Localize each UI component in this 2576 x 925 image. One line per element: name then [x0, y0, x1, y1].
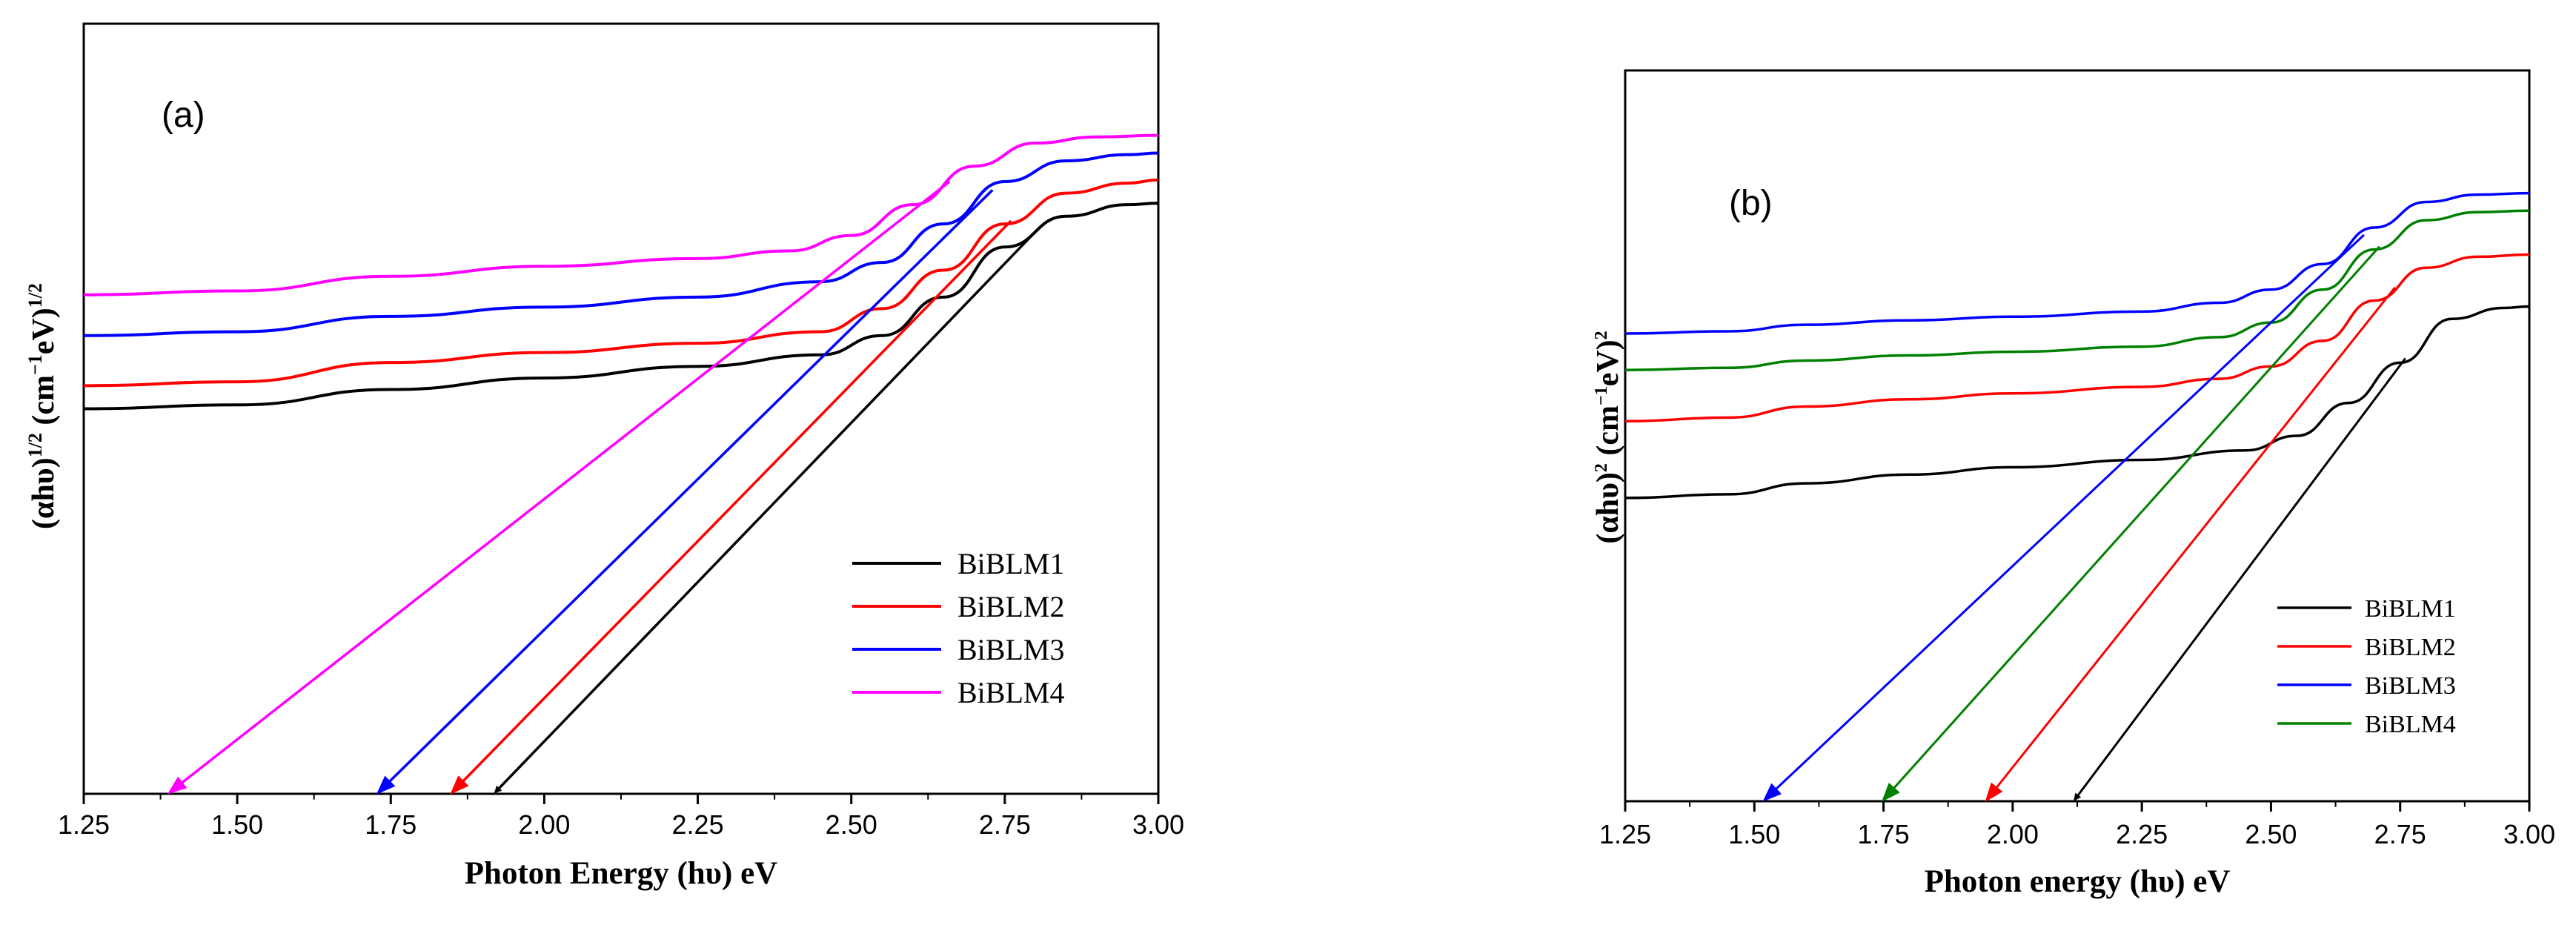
panel-b: 1.25 1.50 1.75 2.00 2.25 2.50 2.75 3.00 (b) Pho…	[1591, 69, 2555, 899]
tangent-arrow-biblm1-a	[494, 231, 1037, 794]
x-tick-label-b: 1.50	[1728, 819, 1780, 849]
x-tick-label-a: 1.75	[365, 809, 416, 840]
series-line-biblm2-a	[83, 178, 1159, 388]
tangents-group-b	[1762, 233, 2406, 803]
legend-label-biblm3-a: BiBLM3	[957, 633, 1064, 666]
tangents-group-a	[167, 180, 1037, 795]
series-line-biblm3-b	[1624, 191, 2530, 335]
x-axis-b	[1624, 801, 2531, 812]
x-tick-label-a: 2.25	[672, 809, 724, 840]
x-tick-label-a: 1.25	[58, 809, 110, 840]
y-label-unit2-b: eV)	[1591, 339, 1625, 386]
y-label-exp3-a: 1/2	[24, 283, 46, 308]
tangent-arrow-biblm2-a	[450, 219, 1012, 795]
legend-label-biblm2-b: BiBLM2	[2365, 634, 2456, 661]
x-tick-label-b: 2.25	[2116, 819, 2168, 849]
legend-label-biblm1-a: BiBLM1	[957, 547, 1064, 580]
y-label-exp2-b: −1	[1592, 386, 1611, 405]
x-tick-label-b: 2.50	[2245, 819, 2297, 849]
tangent-arrow-biblm1-b	[2074, 357, 2406, 801]
x-axis-label-b: Photon energy (hυ) eV	[1925, 864, 2231, 899]
x-tick-label-a: 1.50	[211, 809, 263, 840]
tangent-arrow-biblm2-b	[1985, 286, 2396, 803]
series-line-biblm4-b	[1624, 209, 2530, 372]
legend-label-biblm3-b: BiBLM3	[2365, 672, 2456, 700]
y-axis-label-b: (αhυ)2 (cm−1eV)2	[1591, 331, 1625, 543]
tangent-arrow-biblm3-b	[1762, 233, 2365, 802]
series-group-b	[1624, 191, 2530, 500]
series-line-biblm4-a	[83, 133, 1159, 296]
x-axis-a	[82, 794, 1160, 804]
panel-a: 1.25 1.50 1.75 2.00 2.25 2.50 2.75 3.00 (a) Pho…	[24, 22, 1184, 891]
legend-label-biblm1-b: BiBLM1	[2365, 595, 2456, 623]
y-label-unit-b: (cm	[1591, 405, 1625, 463]
y-label-base-a: (αhυ)	[27, 457, 61, 529]
panel-label-b: (b)	[1729, 184, 1773, 223]
series-line-biblm1-a	[83, 202, 1159, 411]
x-tick-label-a: 2.75	[979, 809, 1031, 840]
legend-label-biblm4-a: BiBLM4	[957, 676, 1064, 709]
legend-a: BiBLM1 BiBLM2 BiBLM3 BiBLM4	[852, 547, 1064, 709]
y-label-unit-a: (cm	[27, 375, 61, 433]
tangent-arrow-biblm4-b	[1881, 245, 2380, 802]
y-axis-label-a: (αhυ)1/2 (cm−1eV)1/2	[24, 283, 61, 529]
panel-label-a: (a)	[162, 96, 205, 135]
y-label-exp3-b: 2	[1592, 331, 1611, 339]
legend-b: BiBLM1 BiBLM2 BiBLM3 BiBLM4	[2277, 595, 2456, 738]
x-tick-label-b: 3.00	[2503, 819, 2555, 849]
tangent-arrow-biblm3-a	[376, 189, 994, 795]
y-label-unit2-a: eV)	[27, 308, 61, 354]
x-tick-label-b: 1.75	[1858, 819, 1910, 849]
x-tick-labels-a: 1.25 1.50 1.75 2.00 2.25 2.50 2.75 3.00	[58, 809, 1184, 840]
x-tick-label-a: 2.50	[826, 809, 877, 840]
legend-label-biblm2-a: BiBLM2	[957, 590, 1064, 623]
y-label-exp1-b: 2	[1592, 463, 1611, 472]
x-tick-label-a: 3.00	[1132, 809, 1184, 840]
legend-label-biblm4-b: BiBLM4	[2365, 711, 2456, 738]
y-label-exp2-a: −1	[24, 354, 46, 375]
series-line-biblm3-a	[83, 151, 1159, 337]
tangent-arrow-biblm4-a	[167, 180, 951, 795]
x-tick-label-b: 1.25	[1599, 819, 1651, 849]
y-label-exp1-a: 1/2	[24, 433, 46, 457]
x-tick-label-b: 2.00	[1987, 819, 2039, 849]
x-axis-label-a: Photon Energy (hυ) eV	[465, 856, 777, 891]
y-label-base-b: (αhυ)	[1591, 472, 1625, 544]
series-line-biblm1-b	[1624, 305, 2530, 500]
series-line-biblm2-b	[1624, 253, 2530, 423]
x-tick-label-a: 2.00	[518, 809, 570, 840]
x-tick-label-b: 2.75	[2374, 819, 2426, 849]
series-group-a	[83, 133, 1159, 411]
x-tick-labels-b: 1.25 1.50 1.75 2.00 2.25 2.50 2.75 3.00	[1599, 819, 2555, 849]
